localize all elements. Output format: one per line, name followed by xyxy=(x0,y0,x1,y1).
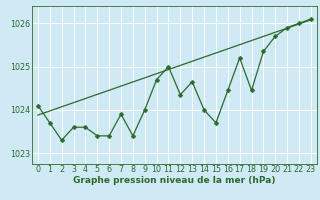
X-axis label: Graphe pression niveau de la mer (hPa): Graphe pression niveau de la mer (hPa) xyxy=(73,176,276,185)
